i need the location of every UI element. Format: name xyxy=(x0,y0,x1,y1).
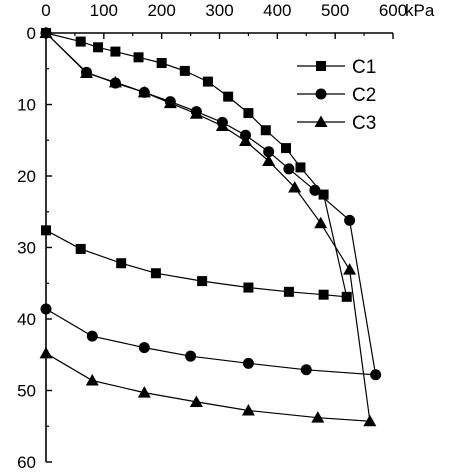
data-point xyxy=(283,286,294,297)
y-tick-label: 30 xyxy=(17,239,36,258)
data-point xyxy=(110,46,121,57)
data-point xyxy=(262,154,276,166)
legend-item-c2: C2 xyxy=(297,85,376,106)
data-point xyxy=(300,364,312,376)
data-point xyxy=(343,263,357,275)
legend-marker xyxy=(316,61,326,71)
y-tick-label: 60 xyxy=(17,453,36,472)
data-point xyxy=(138,342,150,354)
data-point xyxy=(215,119,229,131)
x-tick-label: 300 xyxy=(205,1,233,20)
data-point xyxy=(341,291,352,302)
data-point xyxy=(185,350,197,362)
data-point xyxy=(93,42,104,53)
data-point xyxy=(370,369,382,381)
data-point xyxy=(108,75,122,88)
x-tick-label: 100 xyxy=(90,1,118,20)
data-point xyxy=(133,52,144,63)
data-point xyxy=(116,258,127,269)
y-tick-label: 40 xyxy=(17,310,36,329)
data-point xyxy=(189,395,203,407)
data-point xyxy=(318,189,329,200)
data-point xyxy=(260,125,271,136)
legend-item-c1: C1 xyxy=(297,57,376,78)
x-tick-label: 0 xyxy=(41,1,50,20)
data-point xyxy=(344,214,356,226)
x-tick-label: 500 xyxy=(321,1,349,20)
legend-marker xyxy=(315,88,327,100)
data-point xyxy=(243,282,254,293)
data-point xyxy=(137,386,151,398)
data-point xyxy=(295,162,306,173)
data-point xyxy=(239,134,253,146)
data-point xyxy=(318,289,329,300)
data-point xyxy=(281,143,292,154)
series-c1 xyxy=(41,28,352,302)
legend-label: C3 xyxy=(352,113,376,134)
data-point xyxy=(86,330,98,342)
y-tick-label: 50 xyxy=(17,382,36,401)
data-point xyxy=(283,163,295,175)
data-point xyxy=(79,66,93,79)
data-point xyxy=(137,85,151,98)
data-point xyxy=(202,76,213,87)
data-point xyxy=(75,36,86,47)
series-c3 xyxy=(39,26,377,427)
plot-area xyxy=(39,26,382,427)
legend-item-c3: C3 xyxy=(297,113,376,134)
data-point xyxy=(288,180,302,193)
y-tick-label: 10 xyxy=(17,96,36,115)
data-point xyxy=(39,346,53,359)
data-point xyxy=(75,243,86,254)
y-tick-label: 20 xyxy=(17,167,36,186)
x-tick-label: 400 xyxy=(263,1,291,20)
data-point xyxy=(241,404,255,416)
data-point xyxy=(314,216,328,229)
data-point xyxy=(242,357,254,369)
legend: C1 C2 C3 xyxy=(297,57,376,134)
data-point xyxy=(150,268,161,279)
data-point xyxy=(179,65,190,76)
data-point xyxy=(189,107,203,119)
x-tick-label: 200 xyxy=(147,1,175,20)
legend-label: C1 xyxy=(352,57,376,78)
data-point xyxy=(156,58,167,69)
data-point xyxy=(41,225,51,236)
data-point xyxy=(39,26,53,38)
data-point xyxy=(40,303,52,315)
x-unit-label: kPa xyxy=(405,1,435,20)
data-point xyxy=(85,373,99,386)
y-tick-label: 0 xyxy=(27,24,36,43)
data-point xyxy=(243,108,254,119)
data-point xyxy=(309,184,321,196)
data-point xyxy=(197,276,208,287)
data-point xyxy=(263,146,275,158)
x-tick-label: 600 xyxy=(379,1,407,20)
legend-marker xyxy=(314,115,328,127)
data-point xyxy=(223,91,234,102)
legend-label: C2 xyxy=(352,85,376,106)
data-point xyxy=(363,414,377,427)
data-point xyxy=(311,411,325,423)
data-point xyxy=(163,96,177,109)
